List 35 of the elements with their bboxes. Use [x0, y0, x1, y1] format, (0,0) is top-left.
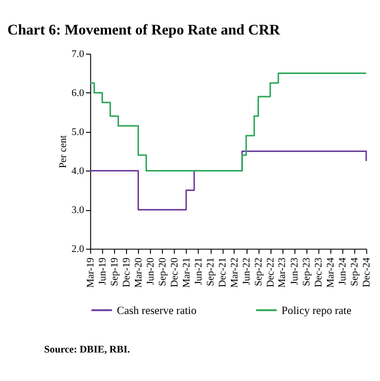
- y-axis-title: Per cent: [58, 135, 70, 168]
- x-tick-label: Dec-21: [217, 258, 228, 288]
- legend-label: Policy repo rate: [282, 304, 352, 317]
- x-tick-label: Sep-22: [253, 258, 264, 286]
- x-tick-label: Mar-20: [133, 258, 144, 288]
- x-tick-label: Mar-19: [85, 258, 96, 288]
- y-tick-label: 6.0: [72, 88, 84, 99]
- x-tick-label: Jun-23: [289, 258, 300, 286]
- x-tick-label: Dec-23: [313, 258, 324, 288]
- x-tick-label: Jun-24: [337, 258, 348, 286]
- x-tick-label: Sep-21: [206, 258, 217, 286]
- x-tick-label: Dec-20: [170, 258, 181, 288]
- y-tick-label: 5.0: [72, 126, 84, 138]
- x-tick-label: Mar-23: [277, 258, 288, 288]
- x-tick-label: Jun-20: [146, 258, 157, 286]
- x-tick-label: Sep-23: [301, 258, 312, 286]
- x-tick-label: Dec-22: [265, 258, 276, 288]
- x-tick-label: Sep-20: [158, 258, 169, 286]
- chart-title: Chart 6: Movement of Repo Rate and CRR: [7, 22, 280, 38]
- y-tick-label: 2.0: [72, 244, 84, 255]
- x-tick-label: Sep-19: [110, 258, 121, 286]
- x-tick-label: Sep-24: [349, 258, 360, 286]
- x-tick-label: Dec-24: [361, 258, 372, 288]
- legend-label: Cash reserve ratio: [116, 304, 197, 317]
- source-note: Source: DBIE, RBI.: [44, 344, 130, 356]
- x-tick-label: Jun-22: [241, 258, 252, 286]
- y-tick-label: 7.0: [72, 48, 84, 60]
- x-tick-label: Mar-21: [181, 258, 192, 288]
- x-tick-label: Dec-19: [122, 258, 132, 288]
- x-tick-label: Mar-22: [229, 258, 240, 288]
- x-tick-label: Mar-24: [325, 258, 336, 288]
- x-tick-label: Jun-21: [193, 258, 204, 286]
- x-tick-label: Jun-19: [97, 258, 108, 286]
- y-tick-label: 4.0: [72, 166, 84, 177]
- y-tick-label: 3.0: [72, 204, 84, 216]
